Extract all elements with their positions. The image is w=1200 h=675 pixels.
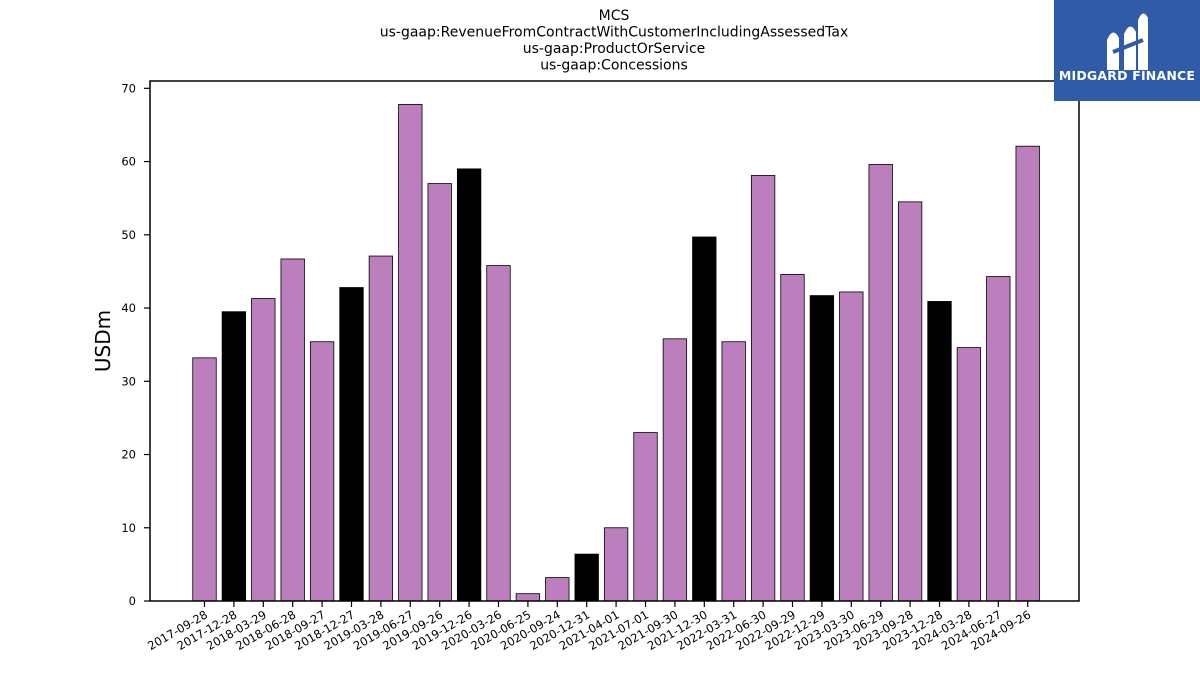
bar [692,236,717,602]
chart-title-line: MCS [599,8,630,24]
bar [780,273,805,602]
y-axis-label: USDm [91,310,115,372]
midgard-finance-logo: MIDGARD FINANCE [1054,0,1200,101]
logo-text: MIDGARD FINANCE [1058,68,1196,83]
bar [750,175,776,602]
bar [633,432,658,602]
bar [280,258,305,602]
bar [662,338,688,602]
y-tick-label: 10 [121,521,136,535]
chart-title-line: us-gaap:Concessions [540,58,688,74]
y-tick-label: 30 [121,374,136,388]
bar [515,593,541,602]
bar [868,164,893,602]
y-axis: 0 10 20 30 40 50 60 70 [121,81,150,608]
chart-title: MCSus-gaap:RevenueFromContractWithCustom… [380,8,849,74]
bar [309,341,335,602]
bar [251,298,276,602]
bar [956,347,982,602]
y-tick-label: 0 [129,594,136,608]
bar [986,276,1011,602]
bar [545,577,570,602]
bar [398,104,423,602]
bar [368,255,394,602]
bar [603,527,629,602]
bars [192,104,1040,602]
bar [486,265,511,602]
bar [1015,145,1040,602]
x-axis: 2017-09-282017-12-282018-03-292018-06-28… [145,601,1033,653]
plot-frame [149,80,1080,602]
logo-mark-icon [1107,13,1148,71]
y-tick-label: 20 [121,448,136,462]
bar [221,311,247,602]
y-tick-label: 50 [121,228,136,242]
bar [427,183,452,602]
y-tick-label: 40 [121,301,136,315]
chart-title-line: us-gaap:ProductOrService [523,41,706,57]
bar [192,357,217,602]
chart-title-line: us-gaap:RevenueFromContractWithCustomerI… [380,25,849,41]
bar [927,301,952,602]
bar [721,341,746,602]
bar [574,553,599,602]
bar [839,291,864,602]
bar [809,295,835,602]
bar [456,168,482,602]
bar [339,287,364,602]
y-tick-label: 70 [121,81,136,95]
y-tick-label: 60 [121,155,136,169]
bar [897,201,923,602]
